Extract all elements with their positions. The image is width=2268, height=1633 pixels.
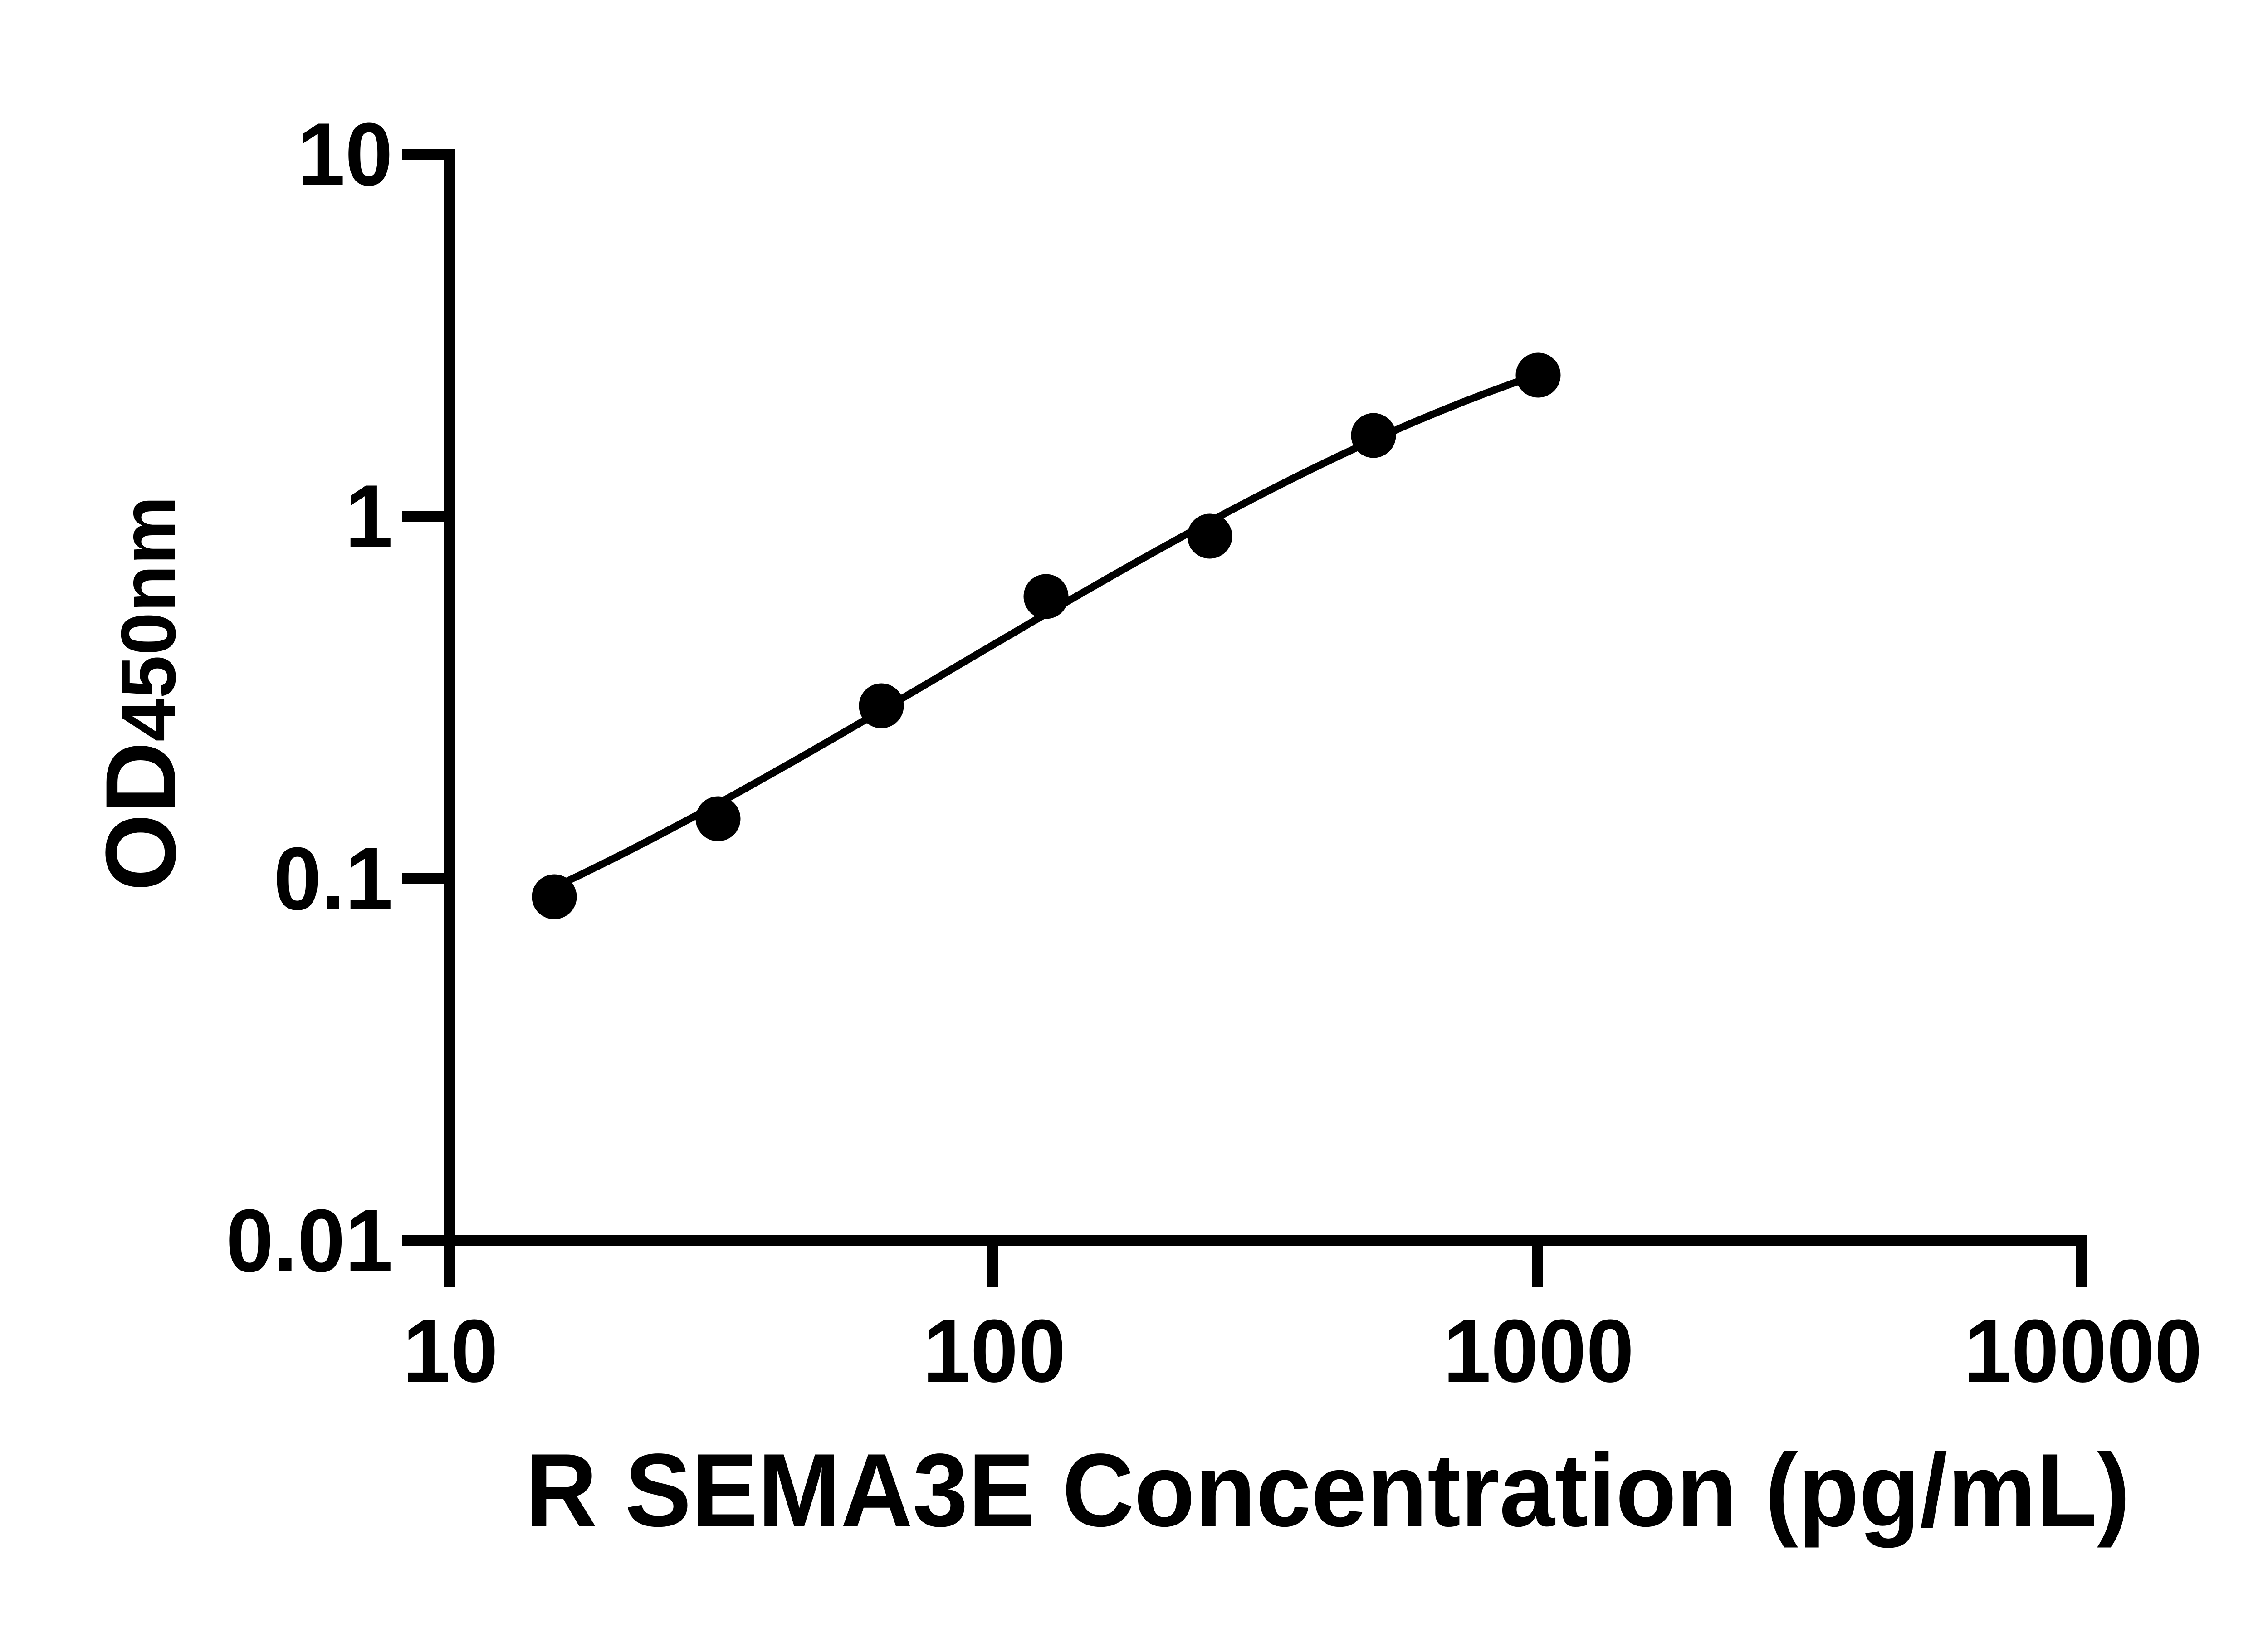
- svg-text:10000: 10000: [1964, 1301, 2202, 1400]
- svg-text:1: 1: [345, 466, 393, 566]
- svg-text:10: 10: [403, 1301, 498, 1400]
- svg-text:10: 10: [298, 104, 393, 204]
- svg-text:0.1: 0.1: [274, 828, 393, 928]
- svg-text:R SEMA3E Concentration (pg/mL): R SEMA3E Concentration (pg/mL): [525, 1432, 2130, 1548]
- svg-text:100: 100: [923, 1301, 1066, 1400]
- svg-text:1000: 1000: [1443, 1301, 1634, 1400]
- svg-text:0.01: 0.01: [226, 1190, 393, 1290]
